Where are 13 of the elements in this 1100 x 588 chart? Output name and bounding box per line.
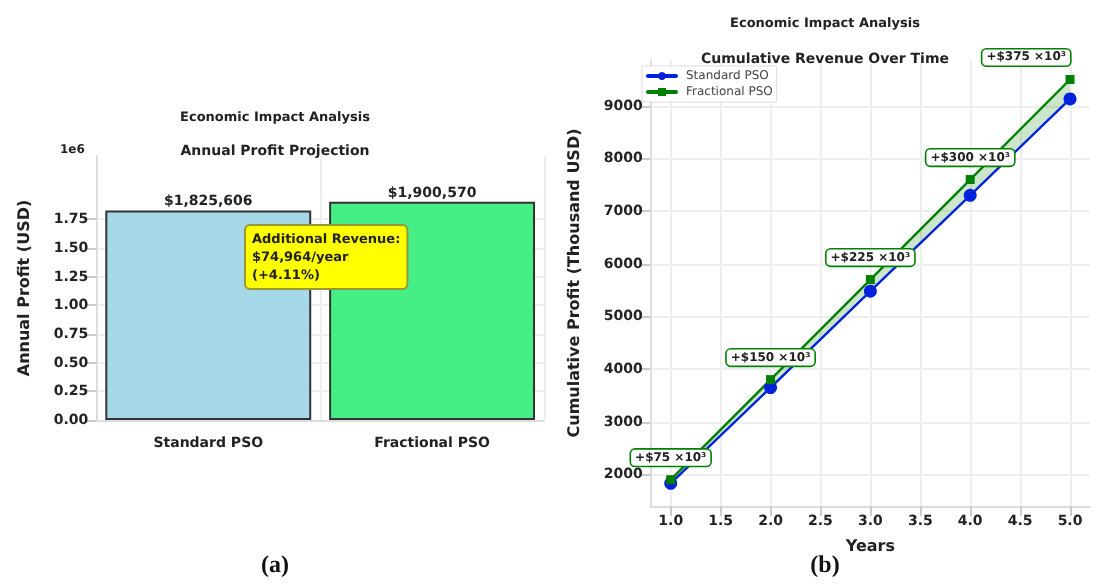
y-axis-title: Annual Profit (USD) (15, 199, 33, 377)
text: (b) (810, 550, 840, 578)
y-axis-title: Cumulative Profit (Thousand USD) (565, 128, 583, 438)
x-axis-title: Years (843, 536, 896, 555)
point (1063, 92, 1077, 106)
point (1065, 74, 1075, 84)
point (963, 188, 977, 202)
point (863, 284, 877, 298)
point (766, 375, 776, 385)
point (965, 175, 975, 185)
point (666, 475, 676, 485)
point (865, 275, 875, 285)
text: (a) (261, 550, 290, 578)
